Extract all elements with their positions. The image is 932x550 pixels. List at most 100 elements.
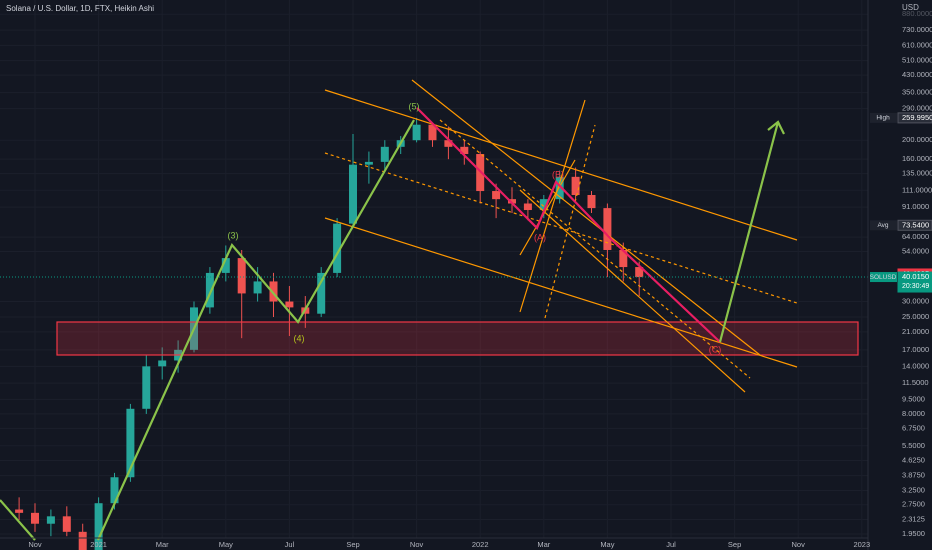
- x-tick-label: Mar: [156, 540, 169, 549]
- candle-body: [317, 272, 326, 314]
- channel-mid: [439, 119, 751, 379]
- candle-body: [221, 258, 230, 273]
- x-tick-label: May: [600, 540, 614, 549]
- y-tick-label: 880.0000: [902, 9, 932, 18]
- y-tick-label: 17.0000: [902, 345, 929, 354]
- y-tick-label: 2.3125: [902, 514, 925, 523]
- y-tick-label: 430.0000: [902, 70, 932, 79]
- price-marker: [897, 271, 932, 293]
- price-marker-name: Avg: [877, 222, 888, 229]
- candle-body: [253, 281, 262, 294]
- candle-body: [31, 512, 39, 524]
- x-tick-label: 2021: [90, 540, 107, 549]
- axes: 880.0000 730.0000 610.0000 510.0000 430.0000…: [28, 9, 932, 549]
- y-tick-label: 4.6250: [902, 456, 925, 465]
- candle-body: [142, 366, 151, 409]
- channel-line: [324, 217, 798, 368]
- wave-label: (3): [228, 230, 239, 240]
- candle-body: [78, 531, 87, 550]
- candle-body: [428, 124, 437, 141]
- y-tick-label: 30.0000: [902, 297, 929, 306]
- price-marker-name-box: [870, 112, 897, 123]
- candle-body: [555, 176, 564, 200]
- price-marker: [897, 219, 932, 231]
- annotations: (3) (4) (5) (A) (B) (C): [228, 101, 722, 354]
- y-tick-label: 1.9500: [902, 529, 925, 538]
- y-tick-label: 14.0000: [902, 361, 929, 370]
- wave-label: (A): [534, 232, 546, 242]
- x-tick-label: Jul: [285, 540, 295, 549]
- x-tick-label: Jul: [666, 540, 676, 549]
- y-tick-label: 25.0000: [902, 312, 929, 321]
- wave-path: [0, 499, 36, 541]
- candle-body: [571, 176, 580, 195]
- y-tick-label: 730.0000: [902, 25, 932, 34]
- y-tick-label: 610.0000: [902, 40, 932, 49]
- candle-body: [444, 140, 453, 147]
- currency: USD: [902, 3, 919, 12]
- y-tick-label: 350.0000: [902, 88, 932, 97]
- y-tick-label: 91.0000: [902, 202, 929, 211]
- price-marker-time: 20:30:49: [902, 283, 929, 290]
- x-tick-label: 2022: [472, 540, 489, 549]
- candle-body: [523, 203, 532, 211]
- price-marker-name-box: [870, 220, 897, 231]
- x-tick-label: Mar: [537, 540, 550, 549]
- candle-body: [205, 272, 214, 308]
- y-tick-label: 54.0000: [902, 247, 929, 256]
- candle-body: [603, 208, 612, 250]
- candle-body: [333, 223, 342, 273]
- x-tick-label: Nov: [28, 540, 42, 549]
- channel-line: [519, 159, 576, 256]
- candle-body: [94, 503, 103, 550]
- price-marker-label: 73.5400: [902, 220, 929, 229]
- candle-body: [269, 281, 278, 302]
- chart-title: Solana / U.S. Dollar, 1D, FTX, Heikin As…: [6, 4, 154, 13]
- wave-label: (C): [709, 344, 722, 354]
- wave-path: [96, 119, 415, 541]
- candle-body: [412, 124, 421, 141]
- wave-label: (5): [409, 101, 420, 111]
- candle-body: [110, 477, 119, 504]
- x-tick-label: 2023: [853, 540, 870, 549]
- candle-body: [237, 258, 246, 294]
- price-marker-label: 259.9950: [902, 113, 932, 122]
- candle-body: [492, 191, 501, 200]
- channel-mid: [324, 152, 798, 304]
- candle-body: [619, 249, 628, 268]
- candle-body: [126, 408, 135, 478]
- channel-line: [519, 189, 746, 393]
- candle-body: [364, 161, 373, 165]
- price-marker-name-box: [870, 272, 897, 283]
- y-tick-label: 64.0000: [902, 232, 929, 241]
- y-tick-label: 2.7500: [902, 500, 925, 509]
- candle-body: [460, 146, 469, 155]
- y-tick-label: 5.5000: [902, 441, 925, 450]
- x-tick-label: Sep: [346, 540, 359, 549]
- candle-body: [380, 146, 389, 162]
- candle-body: [46, 516, 55, 524]
- candle-body: [62, 516, 71, 532]
- y-tick-label: 9.5000: [902, 394, 925, 403]
- y-tick-label: 135.0000: [902, 169, 932, 178]
- channel-line: [519, 99, 586, 313]
- zone: [56, 321, 859, 356]
- candle-body: [285, 301, 294, 308]
- candle-body: [635, 267, 644, 278]
- x-tick-label: Nov: [410, 540, 424, 549]
- y-tick-label: 200.0000: [902, 135, 932, 144]
- channel-line: [411, 79, 761, 356]
- x-tick-label: May: [219, 540, 233, 549]
- candle-body: [508, 199, 516, 204]
- y-tick-label: 160.0000: [902, 154, 932, 163]
- candle-body: [587, 194, 596, 209]
- y-tick-label: 6.7500: [902, 423, 925, 432]
- correction-path: [416, 107, 721, 343]
- y-tick-label: 111.0000: [902, 185, 932, 194]
- y-tick-label: 8.0000: [902, 409, 925, 418]
- y-tick-label: 3.8750: [902, 471, 925, 480]
- price-marker-label: 40.0150: [902, 272, 929, 281]
